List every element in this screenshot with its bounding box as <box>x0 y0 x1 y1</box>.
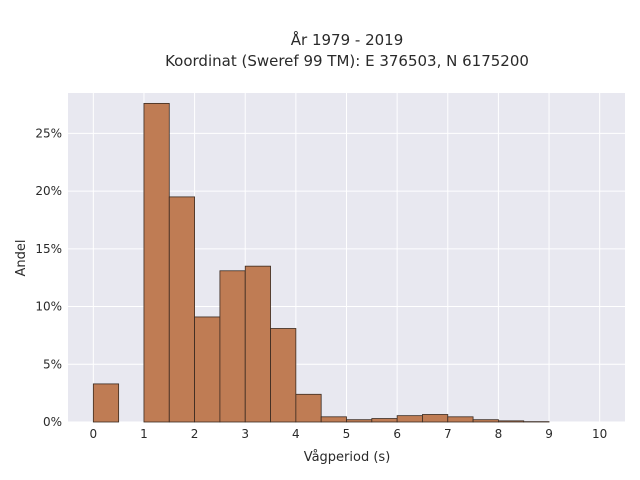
x-tick-label: 5 <box>343 427 351 441</box>
histogram-bar <box>422 414 449 423</box>
histogram-bar <box>295 393 322 423</box>
histogram-bar <box>472 419 499 423</box>
x-axis-title: Vågperiod (s) <box>304 450 391 465</box>
x-tick-label: 2 <box>191 427 199 441</box>
histogram-bar <box>143 102 170 423</box>
y-axis-title: Andel <box>14 240 29 277</box>
histogram-bar <box>194 316 221 423</box>
x-tick-label: 3 <box>241 427 249 441</box>
histogram-bar <box>498 420 525 423</box>
x-tick-label: 4 <box>292 427 300 441</box>
histogram-bar <box>346 419 373 423</box>
histogram-bar <box>371 418 398 423</box>
y-tick-label: 5% <box>43 357 62 371</box>
chart-title-line-1: År 1979 - 2019 <box>291 30 404 49</box>
histogram-bar <box>320 416 347 423</box>
bars <box>92 102 550 423</box>
chart-title-line-2: Koordinat (Sweref 99 TM): E 376503, N 61… <box>165 52 529 70</box>
x-tick-label: 7 <box>444 427 452 441</box>
y-tick-label: 10% <box>35 300 62 314</box>
y-tick-label: 0% <box>43 415 62 429</box>
y-tick-label: 15% <box>35 242 62 256</box>
y-axis-ticks: 0% 5% 10% 15% 20% 25% <box>35 126 62 429</box>
y-tick-label: 20% <box>35 184 62 198</box>
x-tick-label: 0 <box>89 427 97 441</box>
x-tick-label: 6 <box>393 427 401 441</box>
histogram-bar <box>219 270 246 423</box>
x-axis-ticks: 0 1 2 3 4 5 6 7 8 9 10 <box>89 427 607 441</box>
histogram-bar <box>447 416 474 423</box>
histogram-bar <box>168 196 195 423</box>
histogram-bar <box>396 415 423 423</box>
histogram-bar <box>92 383 120 423</box>
x-tick-label: 10 <box>592 427 607 441</box>
histogram-bar <box>244 265 271 423</box>
x-tick-label: 1 <box>140 427 148 441</box>
y-tick-label: 25% <box>35 126 62 140</box>
x-tick-label: 8 <box>495 427 503 441</box>
histogram-bar <box>270 328 297 423</box>
x-tick-label: 9 <box>545 427 553 441</box>
